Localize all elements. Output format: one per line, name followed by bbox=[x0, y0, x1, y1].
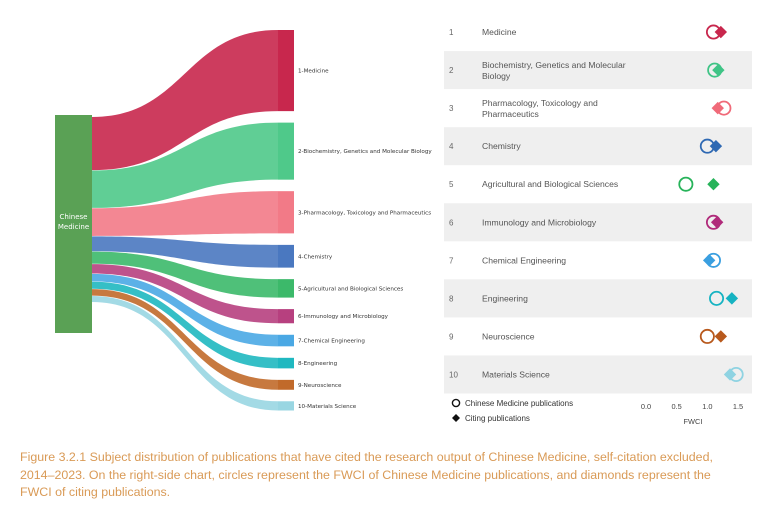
fwci-x-tick: 0.5 bbox=[672, 402, 682, 411]
fwci-chart: 1 Medicine 2 Biochemistry, Genetics and Mol… bbox=[444, 24, 752, 426]
fwci-rank: 2 bbox=[449, 66, 454, 75]
sankey-flow-10 bbox=[92, 295, 278, 411]
sankey-node-2 bbox=[278, 122, 294, 180]
sankey-node-3 bbox=[278, 191, 294, 234]
sankey-node-6 bbox=[278, 309, 294, 324]
fwci-subject-pharmacology-toxicology-and: Pharmacology, Toxicology and bbox=[482, 98, 598, 108]
fwci-rank: 4 bbox=[449, 142, 454, 151]
fwci-circle-5 bbox=[678, 176, 694, 192]
fwci-rank: 5 bbox=[449, 180, 454, 189]
sankey-flow-9 bbox=[92, 289, 278, 390]
fwci-diamond-7 bbox=[702, 254, 716, 267]
fwci-rank: 6 bbox=[449, 218, 454, 227]
fwci-subject-biochemistry-genetics-and-molecular: Biology bbox=[482, 71, 511, 81]
fwci-circle-1 bbox=[705, 24, 721, 40]
fwci-row-band bbox=[444, 355, 752, 394]
fwci-rank: 8 bbox=[449, 294, 454, 303]
sankey-node-label: 9-Neuroscience bbox=[298, 383, 342, 389]
fwci-subject-neuroscience: Neuroscience bbox=[482, 331, 535, 341]
legend-diamond-icon bbox=[452, 414, 460, 422]
fwci-subject-engineering: Engineering bbox=[482, 293, 528, 303]
sankey-flow-1 bbox=[92, 30, 278, 171]
sankey-flow-3 bbox=[92, 191, 278, 236]
fwci-circle-9 bbox=[699, 328, 715, 344]
fwci-circle-8 bbox=[709, 290, 725, 306]
legend-circle-icon bbox=[451, 398, 461, 408]
fwci-circle-10 bbox=[728, 366, 744, 382]
sankey-flow-7 bbox=[92, 273, 278, 347]
fwci-x-tick: 1.0 bbox=[702, 402, 712, 411]
fwci-circle-7 bbox=[705, 252, 721, 268]
fwci-subject-medicine: Medicine bbox=[482, 27, 517, 37]
fwci-subject-chemistry: Chemistry bbox=[482, 141, 521, 151]
fwci-x-label: FWCI bbox=[684, 417, 703, 426]
sankey-node-label: 4-Chemistry bbox=[298, 254, 333, 260]
sankey-node-1 bbox=[278, 30, 294, 112]
fwci-subject-pharmacology-toxicology-and: Pharmaceutics bbox=[482, 109, 539, 119]
sankey-flow-6 bbox=[92, 264, 278, 324]
fwci-circle-4 bbox=[699, 138, 715, 154]
fwci-diamond-8 bbox=[725, 292, 739, 305]
fwci-subject-materials-science: Materials Science bbox=[482, 369, 550, 379]
fwci-subject-agricultural-and-biological-sciences: Agricultural and Biological Sciences bbox=[482, 179, 618, 189]
sankey-node-5 bbox=[278, 279, 294, 298]
sankey-node-label: 10-Materials Science bbox=[298, 404, 357, 410]
sankey-flow-2 bbox=[92, 122, 278, 208]
fwci-row-band bbox=[444, 203, 752, 242]
fwci-subject-biochemistry-genetics-and-molecular: Biochemistry, Genetics and Molecular bbox=[482, 60, 626, 70]
fwci-row-band bbox=[444, 279, 752, 318]
sankey-flow-8 bbox=[92, 281, 278, 369]
sankey-node-label: 5-Agricultural and Biological Sciences bbox=[298, 286, 403, 292]
fwci-rank: 9 bbox=[449, 332, 454, 341]
fwci-diamond-5 bbox=[707, 178, 720, 191]
legend-circle-label: Chinese Medicine publications bbox=[465, 399, 573, 408]
sankey-flow-5 bbox=[92, 251, 278, 298]
fwci-circle-2 bbox=[707, 62, 723, 78]
sankey-node-label: 1-Medicine bbox=[298, 69, 329, 75]
fwci-rank: 3 bbox=[449, 104, 454, 113]
fwci-row-band bbox=[444, 51, 752, 90]
fwci-x-tick: 1.5 bbox=[733, 402, 743, 411]
sankey-source-label: Medicine bbox=[58, 223, 89, 231]
sankey-node-label: 6-Immunology and Microbiology bbox=[298, 314, 389, 320]
sankey-node-4 bbox=[278, 244, 294, 268]
fwci-diamond-4 bbox=[709, 139, 723, 153]
fwci-diamond-6 bbox=[710, 216, 724, 229]
sankey-node-label: 2-Biochemistry, Genetics and Molecular B… bbox=[298, 149, 432, 155]
sankey-source-bar bbox=[55, 115, 92, 333]
legend-diamond-label: Citing publications bbox=[465, 414, 530, 423]
sankey-source-label: Chinese bbox=[60, 213, 88, 221]
sankey-flow-4 bbox=[92, 236, 278, 268]
fwci-subject-immunology-and-microbiology: Immunology and Microbiology bbox=[482, 217, 597, 227]
sankey-node-label: 3-Pharmacology, Toxicology and Pharmaceu… bbox=[298, 210, 431, 216]
fwci-x-tick: 0.0 bbox=[641, 402, 651, 411]
fwci-rank: 10 bbox=[449, 370, 458, 379]
sankey-node-9 bbox=[278, 379, 294, 390]
sankey-node-7 bbox=[278, 334, 294, 347]
figure-caption: Figure 3.2.1 Subject distribution of pub… bbox=[20, 450, 713, 499]
fwci-rank: 1 bbox=[449, 28, 454, 37]
fwci-diamond-9 bbox=[714, 330, 728, 343]
sankey-node-10 bbox=[278, 401, 294, 411]
fwci-circle-6 bbox=[705, 214, 721, 230]
sankey-node-label: 8-Engineering bbox=[298, 361, 338, 367]
fwci-subject-chemical-engineering: Chemical Engineering bbox=[482, 255, 566, 265]
fwci-circle-3 bbox=[716, 100, 732, 116]
sankey-node-8 bbox=[278, 357, 294, 369]
sankey-node-label: 7-Chemical Engineering bbox=[298, 339, 365, 345]
sankey-chart: Chinese Medicine 1-Medicine 2-Biochemistry,… bbox=[55, 30, 432, 411]
fwci-rank: 7 bbox=[449, 256, 454, 265]
